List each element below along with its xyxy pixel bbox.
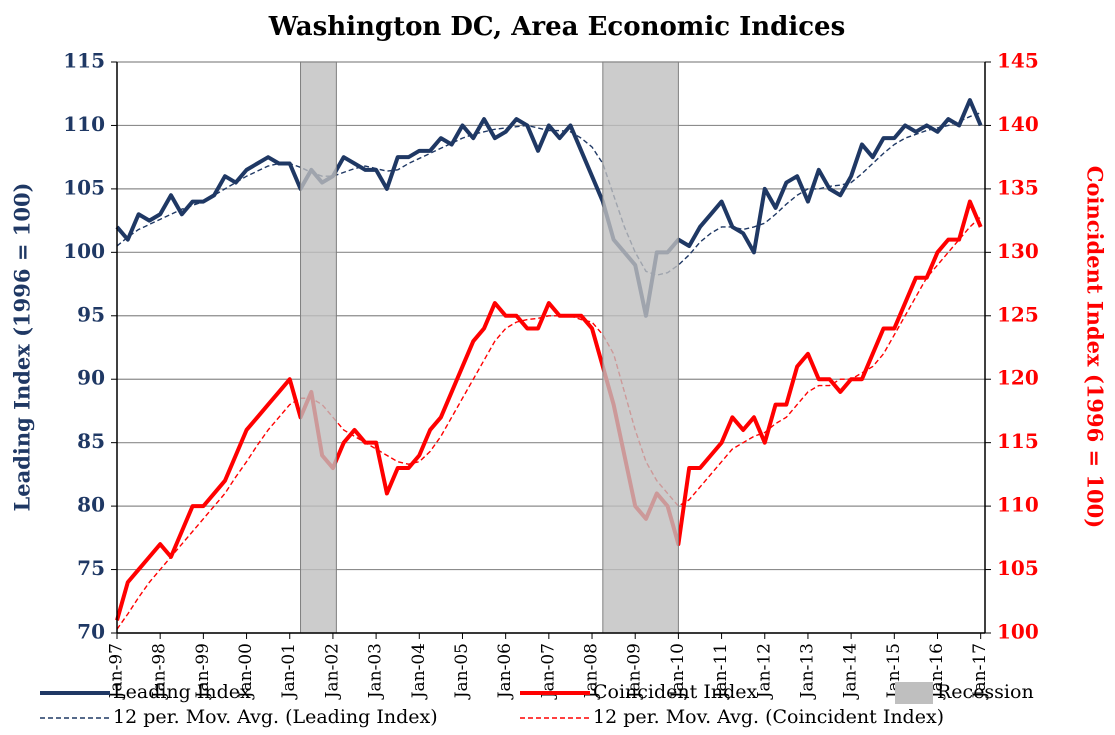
x-tick-label: Jan-00 <box>236 643 256 700</box>
x-tick-label: Jan-14 <box>841 643 861 700</box>
x-tick-label: Jan-01 <box>279 643 299 700</box>
legend-label: Leading Index <box>113 681 251 703</box>
y2-tick-label: 125 <box>997 302 1039 326</box>
y-tick-label: 90 <box>77 366 105 390</box>
y2-tick-label: 120 <box>997 366 1039 390</box>
legend-label: Recession <box>937 681 1034 703</box>
series-line <box>115 199 983 621</box>
y2-tick-label: 135 <box>997 175 1039 199</box>
y2-tick-label: 105 <box>997 556 1039 580</box>
x-tick-label: Jan-13 <box>797 643 817 700</box>
x-tick-label: Jan-10 <box>668 643 688 700</box>
x-tick-label: Jan-98 <box>150 643 170 700</box>
y2-tick-label: 100 <box>997 620 1039 644</box>
legend-label: Coincident Index <box>593 681 757 703</box>
x-tick-label: Jan-02 <box>322 643 342 700</box>
legend-label: 12 per. Mov. Avg. (Coincident Index) <box>593 706 944 728</box>
recession-band <box>300 61 337 634</box>
y-tick-label: 95 <box>77 302 105 326</box>
y-tick-label: 80 <box>77 493 105 517</box>
x-tick-label: Jan-05 <box>452 643 472 700</box>
x-tick-label: Jan-06 <box>495 643 515 700</box>
moving-average-line <box>116 112 981 276</box>
legend-swatch <box>895 682 933 704</box>
y-axis-title: Leading Index (1996 = 100) <box>10 183 35 512</box>
y-tick-label: 115 <box>63 49 105 73</box>
x-tick-label: Jan-11 <box>711 643 731 700</box>
x-tick-label: Jan-97 <box>107 643 127 700</box>
x-tick-label: Jan-03 <box>366 643 386 700</box>
x-tick-label: Jan-04 <box>409 643 429 700</box>
x-tick-label: Jan-08 <box>582 643 602 700</box>
y-tick-label: 85 <box>77 429 105 453</box>
series-line <box>115 98 983 318</box>
y2-tick-label: 140 <box>997 112 1039 136</box>
y-tick-label: 75 <box>77 556 105 580</box>
y2-tick-label: 130 <box>997 239 1039 263</box>
y-tick-label: 100 <box>63 239 105 263</box>
x-tick-label: Jan-99 <box>193 643 213 700</box>
y2-axis-title: Coincident Index (1996 = 100) <box>1083 166 1108 528</box>
x-tick-label: Jan-09 <box>625 643 645 700</box>
y-tick-label: 105 <box>63 175 105 199</box>
chart-title: Washington DC, Area Economic Indices <box>268 12 845 42</box>
moving-average-line <box>116 216 982 630</box>
y-tick-label: 70 <box>77 620 105 644</box>
x-tick-label: Jan-17 <box>970 643 990 700</box>
y2-tick-label: 115 <box>997 429 1039 453</box>
recession-band <box>602 61 679 634</box>
x-tick-label: Jan-12 <box>754 643 774 700</box>
x-tick-label: Jan-07 <box>538 643 558 700</box>
legend-label: 12 per. Mov. Avg. (Leading Index) <box>113 706 438 728</box>
y2-tick-label: 145 <box>997 49 1039 73</box>
y2-tick-label: 110 <box>997 493 1039 517</box>
y-tick-label: 110 <box>63 112 105 136</box>
